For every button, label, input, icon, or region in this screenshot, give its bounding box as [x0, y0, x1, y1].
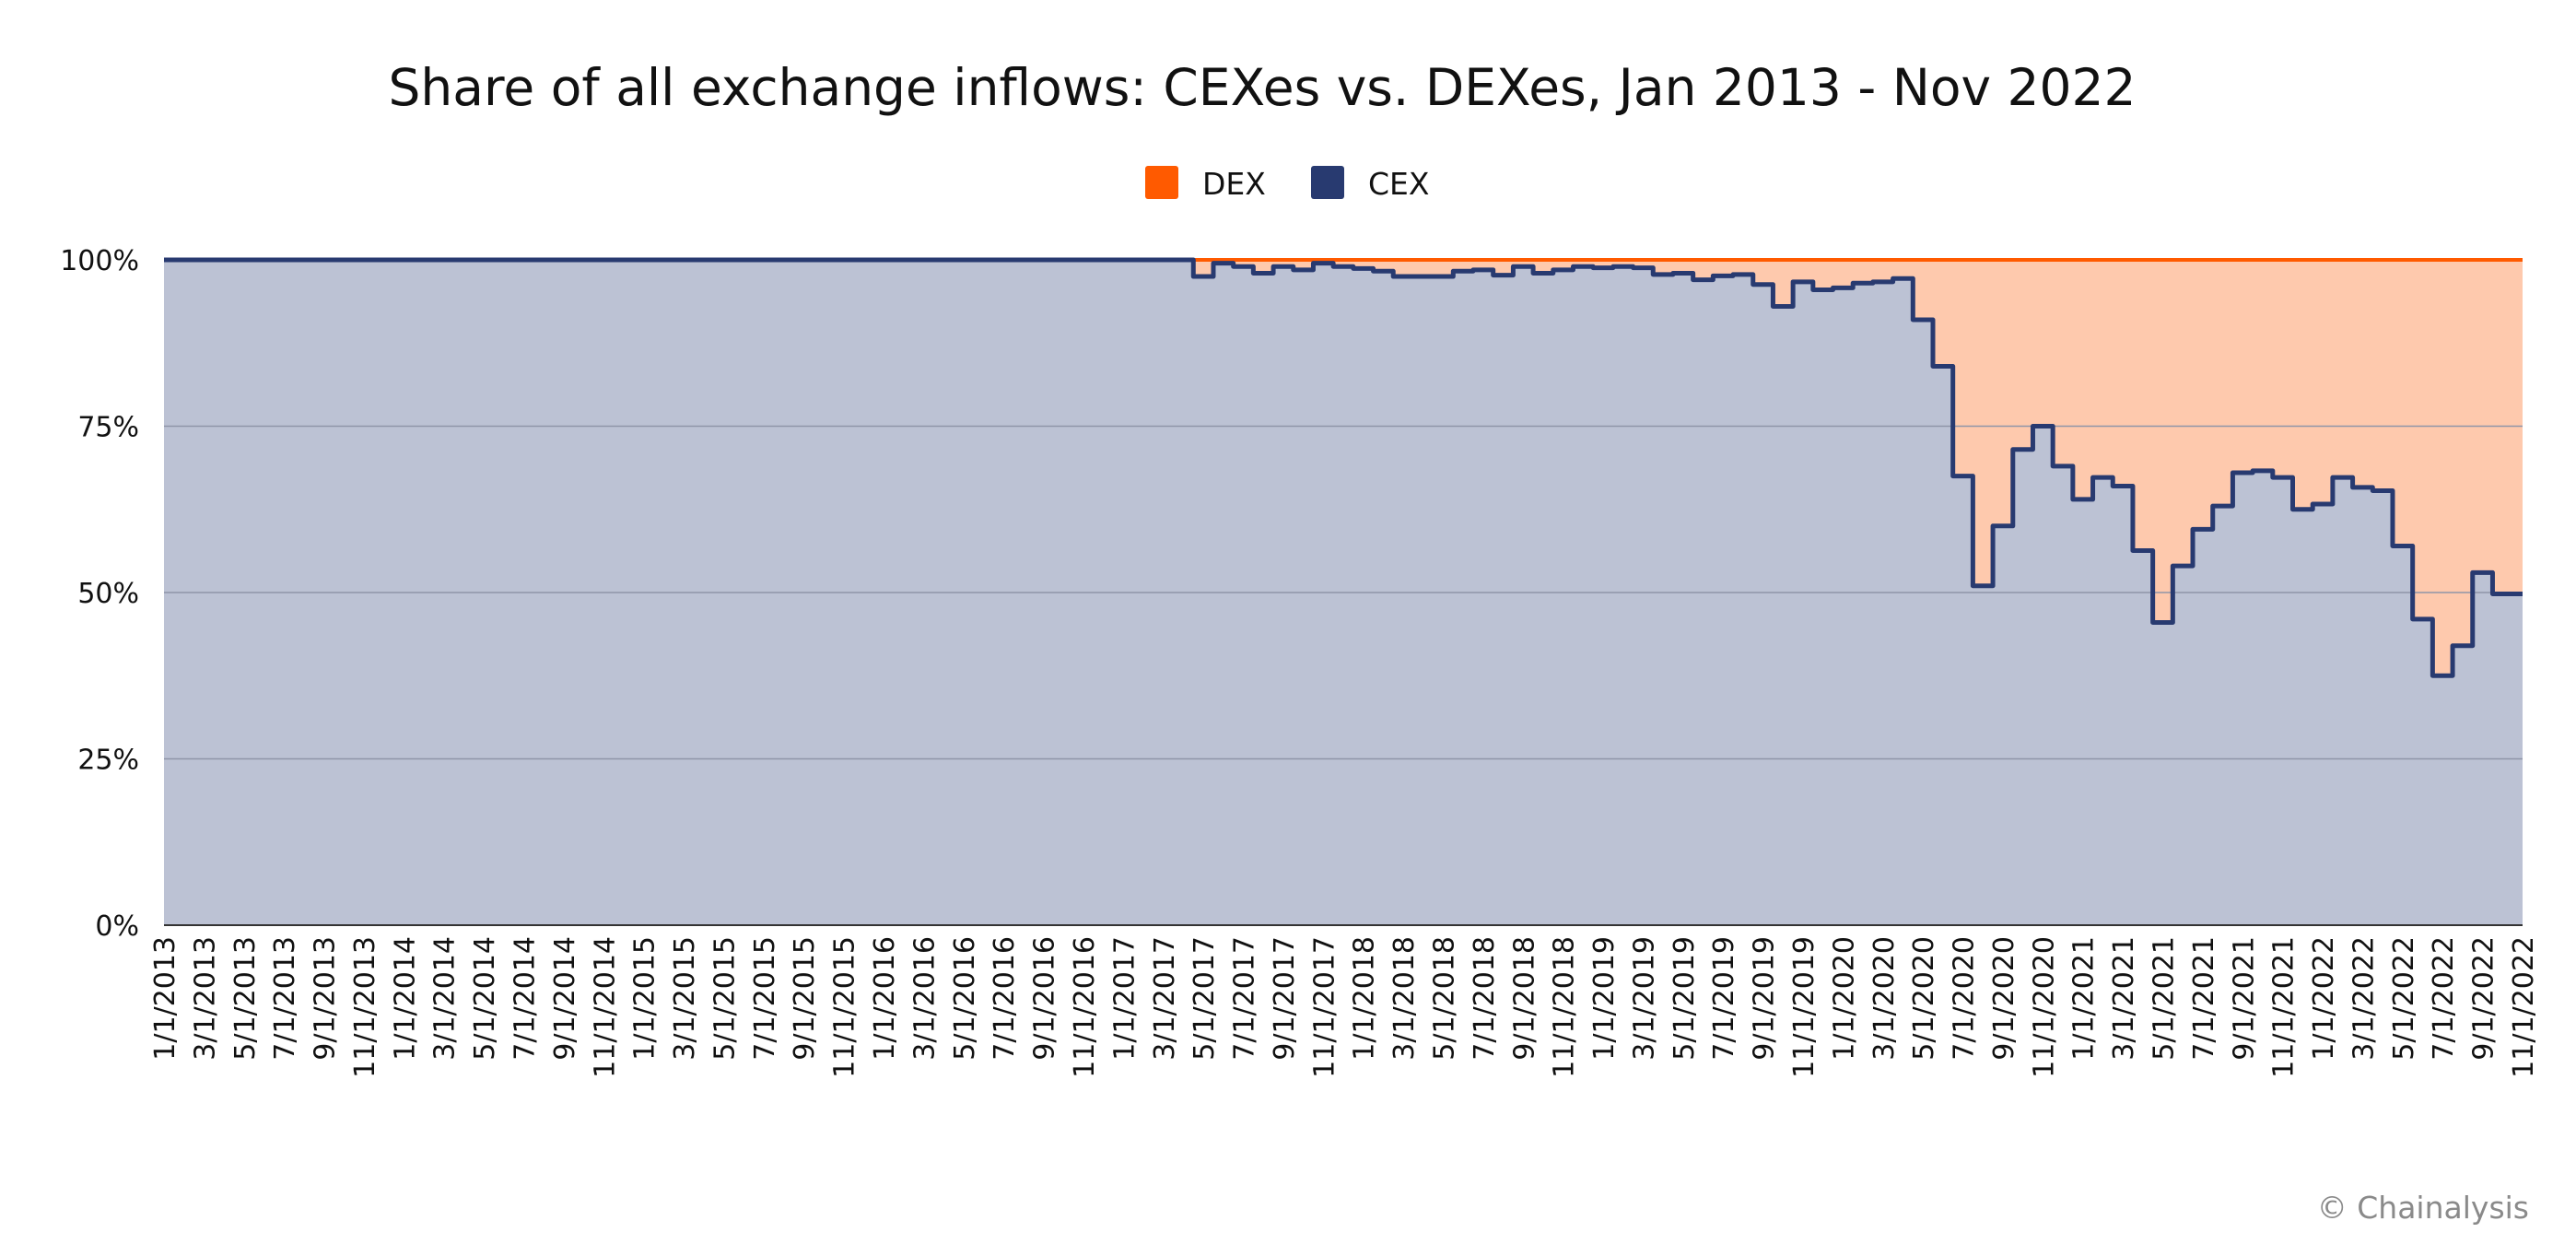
x-tick-label: 11/1/2016 [1069, 936, 1101, 1078]
x-tick-label: 7/1/2020 [1949, 936, 1981, 1061]
x-tick-label: 7/1/2017 [1229, 936, 1261, 1061]
x-tick-label: 11/1/2019 [1788, 936, 1821, 1078]
x-tick-label: 7/1/2013 [269, 936, 301, 1061]
x-tick-label: 1/1/2021 [2068, 936, 2101, 1061]
x-tick-label: 5/1/2020 [1908, 936, 1940, 1061]
x-tick-label: 1/1/2022 [2308, 936, 2340, 1061]
x-tick-label: 11/1/2014 [589, 936, 621, 1078]
x-tick-label: 11/1/2018 [1549, 936, 1581, 1078]
x-tick-label: 1/1/2018 [1349, 936, 1381, 1061]
x-tick-label: 11/1/2020 [2028, 936, 2060, 1078]
x-tick-label: 7/1/2016 [989, 936, 1021, 1061]
x-tick-label: 1/1/2016 [869, 936, 901, 1061]
legend-item-cex[interactable]: CEX [1311, 166, 1430, 202]
x-tick-label: 1/1/2019 [1588, 936, 1621, 1061]
x-tick-label: 9/1/2014 [549, 936, 581, 1061]
legend: DEX CEX [1145, 166, 1430, 202]
x-tick-label: 1/1/2015 [629, 936, 662, 1061]
x-tick-label: 5/1/2022 [2388, 936, 2420, 1061]
plot-area: 0%25%50%75%100%1/1/2013 3/1/2013 5/1/2013 7… [60, 245, 2540, 1078]
x-tick-label: 3/1/2013 [189, 936, 221, 1061]
x-tick-label: 7/1/2015 [749, 936, 781, 1061]
x-tick-label: 3/1/2022 [2348, 936, 2380, 1061]
x-tick-label: 11/1/2021 [2268, 936, 2301, 1078]
legend-item-dex[interactable]: DEX [1145, 166, 1266, 202]
x-tick-label: 9/1/2017 [1269, 936, 1301, 1061]
y-tick-label: 75% [77, 412, 139, 444]
x-tick-label: 3/1/2016 [908, 936, 941, 1061]
x-tick-label: 3/1/2021 [2108, 936, 2140, 1061]
x-tick-label: 5/1/2019 [1669, 936, 1701, 1061]
legend-label-dex: DEX [1202, 166, 1266, 202]
x-tick-label: 7/1/2018 [1469, 936, 1501, 1061]
x-tick-label: 9/1/2016 [1029, 936, 1061, 1061]
x-tick-label: 5/1/2014 [469, 936, 501, 1061]
x-tick-label: 3/1/2018 [1388, 936, 1421, 1061]
y-tick-label: 0% [95, 910, 139, 943]
x-tick-label: 3/1/2017 [1149, 936, 1181, 1061]
x-tick-label: 9/1/2018 [1508, 936, 1540, 1061]
x-tick-label: 3/1/2020 [1868, 936, 1901, 1061]
x-tick-label: 7/1/2019 [1708, 936, 1740, 1061]
y-tick-label: 50% [77, 578, 139, 610]
x-tick-label: 11/1/2022 [2508, 936, 2540, 1078]
legend-swatch-dex [1145, 166, 1178, 199]
x-tick-label: 11/1/2013 [349, 936, 381, 1078]
x-tick-label: 9/1/2022 [2468, 936, 2500, 1061]
x-tick-label: 7/1/2021 [2188, 936, 2220, 1061]
x-tick-label: 3/1/2015 [669, 936, 701, 1061]
x-tick-label: 5/1/2021 [2148, 936, 2180, 1061]
x-tick-label: 9/1/2019 [1749, 936, 1781, 1061]
x-tick-label: 11/1/2017 [1308, 936, 1341, 1078]
x-tick-label: 5/1/2017 [1188, 936, 1221, 1061]
x-tick-label: 11/1/2015 [829, 936, 861, 1078]
chart-title: Share of all exchange inflows: CEXes vs.… [389, 58, 2137, 117]
x-tick-label: 3/1/2014 [429, 936, 462, 1061]
y-tick-label: 100% [60, 245, 139, 277]
legend-label-cex: CEX [1368, 166, 1430, 202]
cex-series-line[interactable] [164, 257, 2523, 678]
x-tick-label: 3/1/2019 [1628, 936, 1660, 1061]
x-tick-label: 1/1/2020 [1828, 936, 1860, 1061]
x-tick-label: 7/1/2014 [509, 936, 542, 1061]
x-tick-label: 9/1/2021 [2228, 936, 2260, 1061]
x-tick-label: 9/1/2015 [789, 936, 821, 1061]
legend-swatch-cex [1311, 166, 1344, 199]
x-tick-label: 9/1/2020 [1988, 936, 2020, 1061]
x-tick-label: 5/1/2015 [708, 936, 741, 1061]
chainalysis-credit: © Chainalysis [2317, 1190, 2529, 1226]
y-tick-label: 25% [77, 745, 139, 777]
x-tick-label: 9/1/2013 [310, 936, 342, 1061]
x-tick-label: 5/1/2016 [949, 936, 981, 1061]
x-tick-label: 7/1/2022 [2428, 936, 2460, 1061]
x-tick-label: 5/1/2018 [1428, 936, 1460, 1061]
x-tick-label: 1/1/2014 [389, 936, 421, 1061]
x-tick-label: 1/1/2017 [1108, 936, 1141, 1061]
x-tick-label: 1/1/2013 [149, 936, 181, 1061]
x-tick-label: 5/1/2013 [229, 936, 262, 1061]
